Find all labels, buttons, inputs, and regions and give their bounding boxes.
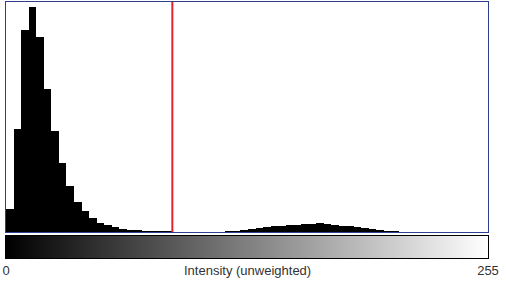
svg-text:255: 255 (477, 263, 499, 278)
svg-text:0: 0 (2, 263, 9, 278)
svg-text:Intensity (unweighted): Intensity (unweighted) (184, 263, 311, 278)
